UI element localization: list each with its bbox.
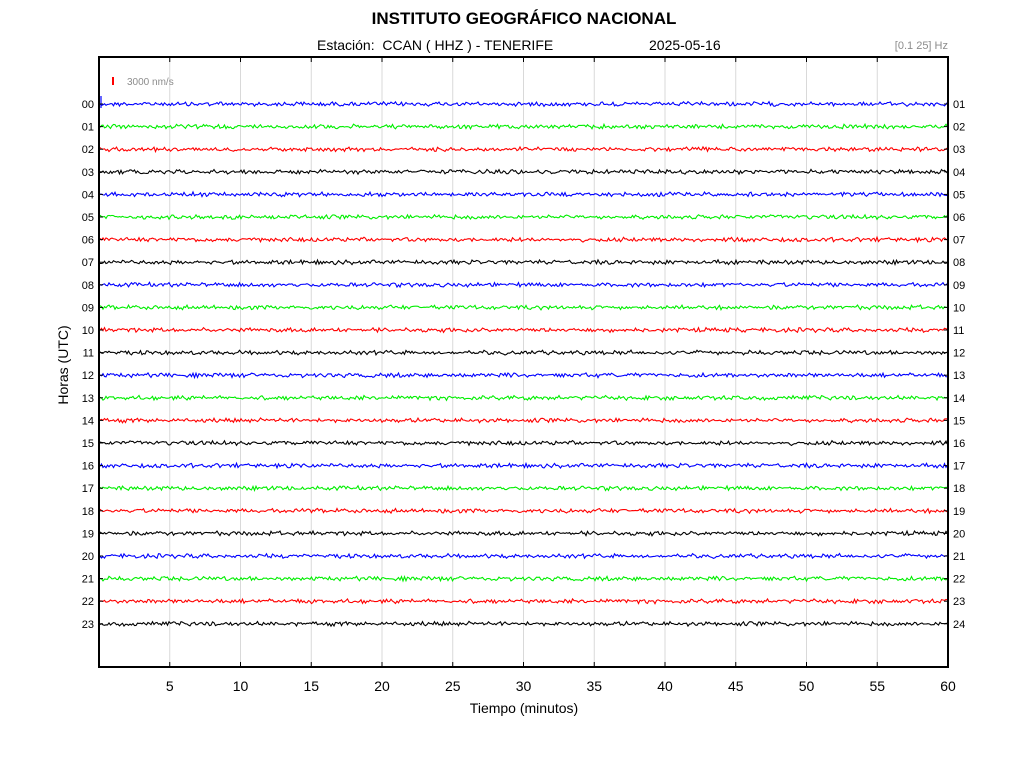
y-tick-label-left: 11: [83, 348, 94, 360]
scale-label: 3000 nm/s: [127, 77, 174, 88]
y-tick-label-left: 13: [82, 393, 94, 405]
y-tick-label-right: 06: [953, 212, 965, 224]
y-tick-label-left: 20: [82, 551, 94, 563]
y-tick-label-right: 21: [953, 551, 965, 563]
y-tick-label-right: 15: [953, 415, 965, 427]
y-tick-label-right: 02: [953, 122, 965, 134]
x-tick-label: 35: [586, 678, 602, 694]
y-tick-label-left: 02: [82, 144, 94, 156]
x-tick-label: 20: [374, 678, 390, 694]
x-tick-label: 5: [166, 678, 174, 694]
trace-hour-05: [99, 213, 948, 221]
y-tick-label-left: 10: [82, 325, 94, 337]
x-tick-label: 55: [869, 678, 885, 694]
y-tick-label-left: 03: [82, 167, 94, 179]
date-label: 2025-05-16: [649, 37, 721, 53]
trace-hour-15: [99, 439, 949, 447]
trace-hour-20: [99, 552, 948, 560]
filter-band-label: [0.1 25] Hz: [894, 40, 948, 52]
trace-hour-03: [99, 168, 948, 176]
x-tick-label: 45: [728, 678, 744, 694]
trace-hour-11: [99, 349, 948, 357]
y-axis-label: Horas (UTC): [55, 325, 71, 405]
y-tick-label-left: 16: [82, 461, 94, 473]
y-tick-label-right: 14: [953, 393, 965, 405]
trace-hour-01: [99, 122, 948, 131]
x-tick-label: 30: [516, 678, 532, 694]
subtitle-row: Estación: CCAN ( HHZ ) - TENERIFE 2025-0…: [0, 37, 1024, 55]
trace-hour-18: [99, 507, 948, 515]
trace-hour-04: [99, 190, 948, 198]
y-tick-label-left: 01: [82, 122, 94, 134]
y-tick-label-left: 22: [82, 596, 94, 608]
x-tick-label: 15: [303, 678, 319, 694]
y-tick-label-left: 04: [82, 189, 94, 201]
y-tick-label-left: 15: [82, 438, 94, 450]
trace-hour-06: [99, 235, 948, 244]
y-tick-label-right: 23: [953, 596, 965, 608]
y-tick-label-right: 19: [953, 506, 965, 518]
x-tick-label: 40: [657, 678, 673, 694]
x-tick-label: 50: [799, 678, 815, 694]
y-tick-label-right: 18: [953, 483, 965, 495]
x-tick-label: 25: [445, 678, 461, 694]
y-tick-label-left: 17: [82, 483, 94, 495]
y-tick-label-right: 12: [953, 348, 965, 360]
y-tick-label-right: 16: [953, 438, 965, 450]
y-tick-label-left: 09: [82, 302, 94, 314]
trace-hour-23: [99, 620, 948, 628]
y-tick-label-left: 06: [82, 235, 94, 247]
y-tick-label-right: 22: [953, 574, 965, 586]
y-tick-label-right: 07: [953, 235, 965, 247]
y-tick-label-right: 24: [953, 619, 965, 631]
y-tick-label-right: 03: [953, 144, 965, 156]
trace-hour-02: [99, 145, 948, 154]
trace-hour-12: [99, 371, 948, 380]
y-tick-label-left: 14: [82, 415, 94, 427]
trace-hour-14: [99, 416, 948, 424]
trace-hour-00: [99, 100, 948, 108]
plot-frame: [98, 56, 949, 668]
trace-layer: [99, 96, 949, 628]
y-tick-label-right: 04: [953, 167, 965, 179]
y-tick-label-left: 00: [82, 99, 94, 111]
trace-hour-21: [99, 574, 948, 583]
y-tick-label-right: 11: [953, 325, 964, 337]
y-tick-label-left: 18: [82, 506, 94, 518]
y-tick-label-right: 01: [953, 99, 965, 111]
trace-hour-09: [99, 303, 948, 311]
y-tick-label-left: 19: [82, 528, 94, 540]
y-tick-label-right: 13: [953, 370, 965, 382]
trace-hour-08: [99, 281, 948, 289]
x-axis-label: Tiempo (minutos): [469, 700, 579, 716]
y-tick-label-left: 07: [82, 257, 94, 269]
label-layer: 00 01 01 02 02 03 03 04 04 05 05 06 06 07 07 08 08 09 09 10…: [82, 77, 965, 694]
axis-layer: [98, 56, 949, 668]
trace-hour-10: [99, 326, 948, 334]
y-tick-label-right: 08: [953, 257, 965, 269]
y-tick-label-right: 17: [953, 461, 965, 473]
trace-hour-22: [99, 597, 948, 605]
trace-hour-13: [99, 394, 948, 402]
trace-hour-19: [99, 529, 948, 537]
trace-hour-07: [99, 258, 948, 266]
y-tick-label-left: 23: [82, 619, 94, 631]
trace-hour-17: [99, 484, 948, 492]
x-tick-label: 60: [940, 678, 956, 694]
chart-title: INSTITUTO GEOGRÁFICO NACIONAL: [371, 9, 677, 28]
y-tick-label-right: 05: [953, 189, 965, 201]
y-tick-label-right: 10: [953, 302, 965, 314]
y-tick-label-left: 12: [82, 370, 94, 382]
station-label: Estación: CCAN ( HHZ ) - TENERIFE: [317, 37, 554, 53]
y-tick-label-right: 09: [953, 280, 965, 292]
y-tick-label-right: 20: [953, 528, 965, 540]
trace-hour-16: [99, 461, 948, 470]
scale-bar: [112, 77, 114, 85]
x-tick-label: 10: [233, 678, 249, 694]
y-tick-label-left: 21: [82, 574, 94, 586]
y-tick-label-left: 08: [82, 280, 94, 292]
y-tick-label-left: 05: [82, 212, 94, 224]
grid-layer: [169, 57, 878, 667]
